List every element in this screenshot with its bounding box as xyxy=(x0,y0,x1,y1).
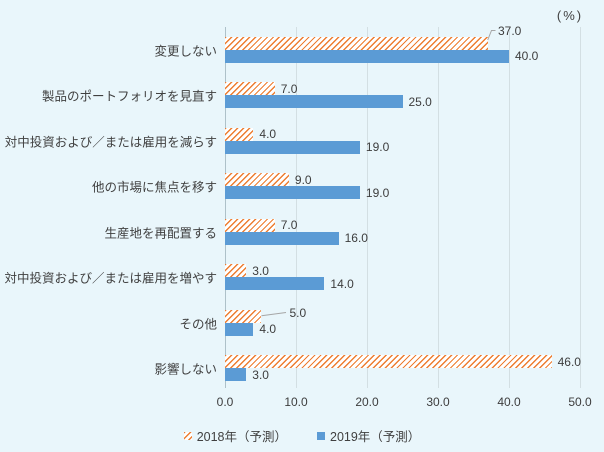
bar-pair: 5.04.0 xyxy=(225,309,580,336)
value-label: 3.0 xyxy=(252,367,269,382)
gridline xyxy=(295,27,297,388)
value-label: 16.0 xyxy=(344,231,368,246)
callout-value-label: 37.0 xyxy=(498,23,522,38)
bar-2018: 9.0 xyxy=(225,173,312,187)
category-label: 製品のポートフォリオを見直す xyxy=(41,89,217,104)
chart-row: その他5.04.0 xyxy=(179,300,580,346)
category-label: 変更しない xyxy=(154,44,217,59)
bar-pair: 3.0 14.0 xyxy=(225,264,580,291)
plot-area: 変更しない 37.0 40.0 製品のポートフォリオを見直す 7.0 25.0 対中投資およ… xyxy=(4,23,581,392)
bar-pair: 37.0 40.0 xyxy=(225,36,580,63)
value-label: 46.0 xyxy=(557,354,581,369)
x-tick-label: 0.0 xyxy=(216,395,234,409)
gridline xyxy=(508,27,510,388)
bar-2019: 16.0 xyxy=(225,231,368,245)
chart-row: 生産地を再配置する 7.0 16.0 xyxy=(104,209,580,255)
value-label: 3.0 xyxy=(252,263,269,278)
chart-row: 対中投資および／または雇用を減らす 4.0 19.0 xyxy=(5,118,580,164)
bar-pair: 7.0 16.0 xyxy=(225,218,580,245)
category-label: その他 xyxy=(179,317,217,332)
bar-2018: 3.0 xyxy=(225,264,269,278)
bar-2019: 4.0 xyxy=(225,322,276,336)
bar-pair: 46.0 3.0 xyxy=(225,355,581,382)
category-axis-line xyxy=(224,27,226,388)
value-label: 25.0 xyxy=(408,94,432,109)
legend: 2018年（予測） 2019年（予測） xyxy=(0,426,604,445)
bar-2019: 19.0 xyxy=(225,140,389,154)
gridline xyxy=(366,27,368,388)
gridline xyxy=(437,27,439,388)
bars-container: 変更しない 37.0 40.0 製品のポートフォリオを見直す 7.0 25.0 対中投資およ… xyxy=(4,27,581,392)
x-tick-label: 40.0 xyxy=(497,395,521,409)
legend-label: 2018年（予測） xyxy=(196,430,287,444)
gridlines xyxy=(224,27,581,391)
chart-row: 影響しない 46.0 3.0 xyxy=(154,346,581,392)
bar-2018: 37.0 xyxy=(225,36,488,50)
bar-2019: 14.0 xyxy=(225,277,354,291)
bar-2018: 7.0 xyxy=(225,82,297,96)
bar-pair: 9.0 19.0 xyxy=(225,173,580,200)
category-label: 対中投資および／または雇用を増やす xyxy=(4,271,217,286)
gridline xyxy=(579,27,581,388)
bar-pair: 7.0 25.0 xyxy=(225,82,580,109)
x-tick-label: 20.0 xyxy=(355,395,379,409)
bar-2018: 46.0 xyxy=(225,355,581,369)
percent-unit-label: (%) xyxy=(556,8,584,23)
category-label: 影響しない xyxy=(154,362,217,377)
x-tick-label: 50.0 xyxy=(568,395,592,409)
value-label: 19.0 xyxy=(365,185,390,200)
bar-2019: 40.0 xyxy=(225,49,538,63)
category-label: 対中投資および／または雇用を減らす xyxy=(4,135,217,150)
value-label: 14.0 xyxy=(330,276,354,291)
value-label: 4.0 xyxy=(259,127,277,142)
chart-row: 対中投資および／または雇用を増やす 3.0 14.0 xyxy=(4,255,580,301)
chart-row: 他の市場に焦点を移す 9.0 19.0 xyxy=(92,164,580,210)
value-label: 19.0 xyxy=(365,140,390,155)
bar-2018: 4.0 xyxy=(225,127,276,141)
legend-swatch-2019 xyxy=(317,431,325,440)
bar-2018: 7.0 xyxy=(225,218,297,232)
x-axis-ticks: 0.0 10.0 20.0 30.0 40.0 50.0 xyxy=(217,395,592,409)
value-label: 7.0 xyxy=(280,81,298,96)
bar-2018: 5.0 xyxy=(225,309,261,323)
legend-label: 2019年（予測） xyxy=(330,430,421,444)
chart-row: 変更しない 37.0 40.0 xyxy=(154,27,580,73)
bar-pair: 4.0 19.0 xyxy=(225,127,580,154)
chart-row: 製品のポートフォリオを見直す 7.0 25.0 xyxy=(42,73,580,119)
bar-2019: 25.0 xyxy=(225,95,432,109)
x-tick-label: 10.0 xyxy=(284,395,308,409)
legend-item-2018: 2018年（予測） xyxy=(183,426,287,445)
category-label: 他の市場に焦点を移す xyxy=(91,180,217,195)
value-label: 40.0 xyxy=(515,49,539,64)
x-tick-label: 30.0 xyxy=(426,395,450,409)
value-label: 7.0 xyxy=(280,218,298,233)
value-label: 9.0 xyxy=(294,172,312,187)
category-label: 生産地を再配置する xyxy=(104,226,217,241)
value-label: 4.0 xyxy=(259,322,277,337)
bar-2019: 3.0 xyxy=(225,368,269,382)
callout-value-label: 5.0 xyxy=(289,305,307,320)
bar-2019: 19.0 xyxy=(225,186,389,200)
legend-item-2019: 2019年（予測） xyxy=(317,426,420,445)
legend-swatch-2018 xyxy=(183,431,192,440)
